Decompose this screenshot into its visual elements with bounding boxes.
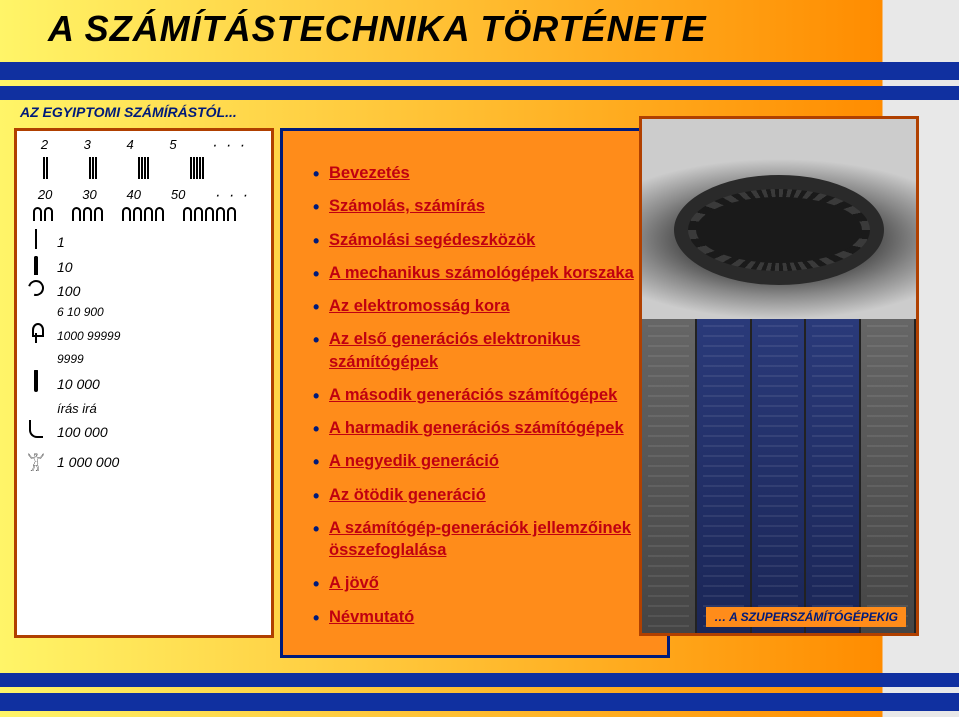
numeral-label: 50 — [171, 187, 185, 205]
numeral-unit-row: 6 10 900 — [23, 305, 265, 319]
toc-link-elektromossag[interactable]: Az elektromosság kora — [313, 295, 647, 317]
toc-link-jovo[interactable]: A jövő — [313, 572, 647, 594]
cray-column — [697, 319, 752, 636]
divider-bar-2 — [0, 86, 959, 100]
numeral-label: 5 — [169, 137, 176, 155]
numeral-unit-row: 𓀠 1 000 000 — [23, 447, 265, 477]
toc-link-gen5[interactable]: Az ötödik generáció — [313, 484, 647, 506]
cray-column — [861, 319, 916, 636]
toc-link-mechanikus[interactable]: A mechanikus számológépek korszaka — [313, 262, 647, 284]
toc-link-gen4[interactable]: A negyedik generáció — [313, 450, 647, 472]
stroke-glyph-row — [23, 157, 265, 179]
cray-ring-icon — [674, 175, 884, 285]
toc-link-osszefoglalas[interactable]: A számítógép-generációk jellemzőinek öss… — [313, 517, 647, 562]
numeral-label: 3 — [84, 137, 91, 155]
numeral-label: 4 — [127, 137, 134, 155]
cray-column — [806, 319, 861, 636]
numeral-unit-row: 100 — [23, 280, 265, 301]
subtitle-right: … A SZUPERSZÁMÍTÓGÉPEKIG — [706, 607, 906, 627]
toc-link-bevezetes[interactable]: Bevezetés — [313, 162, 647, 184]
egyptian-numerals-figure: 2 3 4 5 · · · 20 30 40 50 · · · — [14, 128, 274, 638]
arch-glyph-row — [23, 207, 265, 221]
toc-link-segedeszkozok[interactable]: Számolási segédeszközök — [313, 229, 647, 251]
cray-column — [752, 319, 807, 636]
footer-bars — [0, 673, 959, 717]
numeral-unit-row: 1 — [23, 229, 265, 254]
supercomputer-figure: … A SZUPERSZÁMÍTÓGÉPEKIG — [639, 116, 919, 636]
ellipsis-icon: · · · — [215, 187, 250, 205]
numeral-row-labels-2: 20 30 40 50 · · · — [23, 187, 265, 205]
toc-link-gen2[interactable]: A második generációs számítógépek — [313, 384, 647, 406]
numeral-unit-row: 1000 99999 — [23, 323, 265, 348]
page-title: A SZÁMÍTÁSTECHNIKA TÖRTÉNETE — [48, 8, 959, 50]
numerals-content: 2 3 4 5 · · · 20 30 40 50 · · · — [23, 137, 265, 629]
toc-list: Bevezetés Számolás, számírás Számolási s… — [313, 162, 647, 628]
numeral-unit-row: 10 — [23, 258, 265, 276]
toc-link-gen3[interactable]: A harmadik generációs számítógépek — [313, 417, 647, 439]
numeral-label: 2 — [41, 137, 48, 155]
numeral-label: 40 — [127, 187, 141, 205]
page-header: A SZÁMÍTÁSTECHNIKA TÖRTÉNETE — [0, 0, 959, 62]
numeral-label: 30 — [82, 187, 96, 205]
toc-link-szamolas[interactable]: Számolás, számírás — [313, 195, 647, 217]
numeral-unit-row: 100 000 — [23, 420, 265, 443]
cray-top-view — [642, 119, 916, 319]
numeral-caption-row: írás irá — [23, 401, 265, 416]
numeral-unit-row: 10 000 — [23, 370, 265, 397]
toc-link-gen1[interactable]: Az első generációs elektronikus számítóg… — [313, 328, 647, 373]
subtitle-left: AZ EGYIPTOMI SZÁMÍRÁSTÓL... — [20, 104, 237, 120]
toc-link-nevmutato[interactable]: Névmutató — [313, 606, 647, 628]
toc-panel: Bevezetés Számolás, számírás Számolási s… — [280, 128, 670, 658]
divider-bar-top — [0, 62, 959, 80]
ellipsis-icon: · · · — [212, 137, 247, 155]
divider-bar-bottom — [0, 693, 959, 711]
numeral-unit-row: 9999 — [23, 352, 265, 366]
numeral-row-labels: 2 3 4 5 · · · — [23, 137, 265, 155]
divider-bar-3 — [0, 673, 959, 687]
cray-cabinet — [642, 319, 916, 636]
cray-column — [642, 319, 697, 636]
main-area: AZ EGYIPTOMI SZÁMÍRÁSTÓL... 2 3 4 5 · · … — [0, 106, 959, 696]
numeral-label: 20 — [38, 187, 52, 205]
man-glyph-icon: 𓀠 — [23, 447, 49, 477]
